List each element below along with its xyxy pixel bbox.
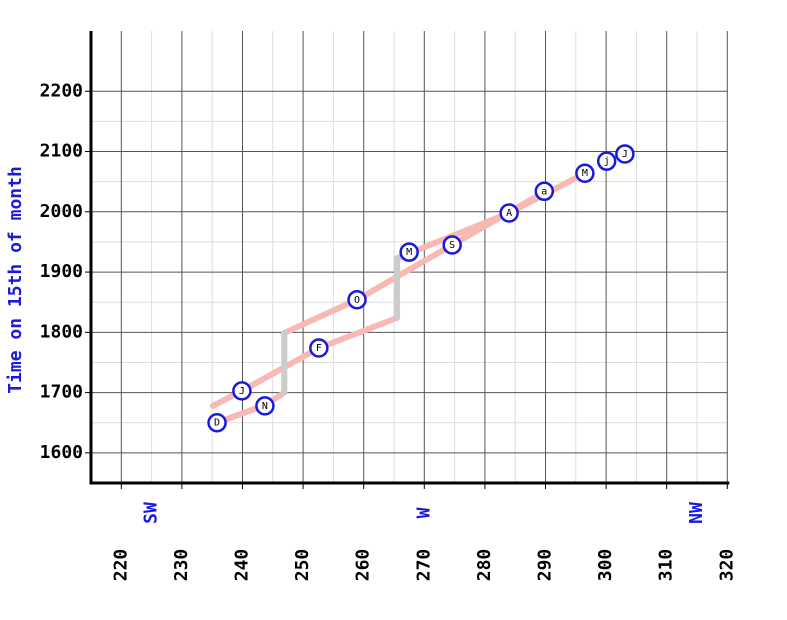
point [255, 396, 275, 416]
x-tick-label: 300 [595, 549, 616, 582]
y-tick-label: 1700 [40, 382, 83, 403]
direction-label: W [413, 507, 434, 518]
point-label: D [214, 418, 220, 429]
x-tick-label: 320 [716, 549, 737, 582]
point [442, 235, 462, 255]
point-label: j [604, 156, 610, 167]
x-tick-label: 280 [474, 549, 495, 582]
point-label: S [449, 240, 455, 251]
lines [209, 170, 588, 426]
point [207, 412, 227, 433]
point [347, 290, 367, 310]
point [499, 203, 519, 223]
point-label: N [262, 401, 268, 412]
axes: 220 230 240 250 260 270 280 290 300 310 320 1600 170… [40, 31, 737, 582]
point [309, 338, 329, 358]
y-axis-label: Time on 15th of month [5, 166, 26, 394]
x-tick-label: 220 [110, 549, 131, 582]
point [399, 242, 419, 262]
point [534, 181, 555, 202]
point-label: a [541, 186, 547, 197]
x-tick-label: 310 [656, 549, 677, 582]
point [575, 163, 595, 183]
y-tick-label: 1800 [40, 321, 83, 342]
point-label: O [354, 295, 360, 306]
point-label: M [406, 247, 412, 258]
x-tick-label: 230 [171, 549, 192, 582]
direction-label: NW [686, 502, 707, 524]
line [281, 255, 401, 396]
x-tick-label: 290 [535, 549, 556, 582]
x-tick-label: 250 [292, 549, 313, 582]
points: D J N F O M S Aa Mj J [207, 144, 635, 433]
point [596, 151, 617, 171]
point-label: M [582, 168, 588, 179]
line [214, 188, 549, 426]
x-tick-label: 270 [413, 549, 434, 582]
direction-label: SW [141, 502, 162, 524]
point [232, 381, 252, 401]
y-tick-label: 2200 [40, 80, 83, 101]
x-tick-label: 240 [232, 549, 253, 582]
y-tick-label: 2000 [40, 201, 83, 222]
y-tick-label: 1900 [40, 261, 83, 282]
x-tick-label: 260 [353, 549, 374, 582]
y-tick-label: 2100 [40, 141, 83, 162]
point-label: A [506, 208, 512, 219]
point-label: J [622, 149, 628, 160]
y-tick-label: 1600 [40, 442, 83, 463]
point [615, 144, 635, 164]
point-label: J [239, 386, 245, 397]
point-label: F [316, 343, 322, 354]
